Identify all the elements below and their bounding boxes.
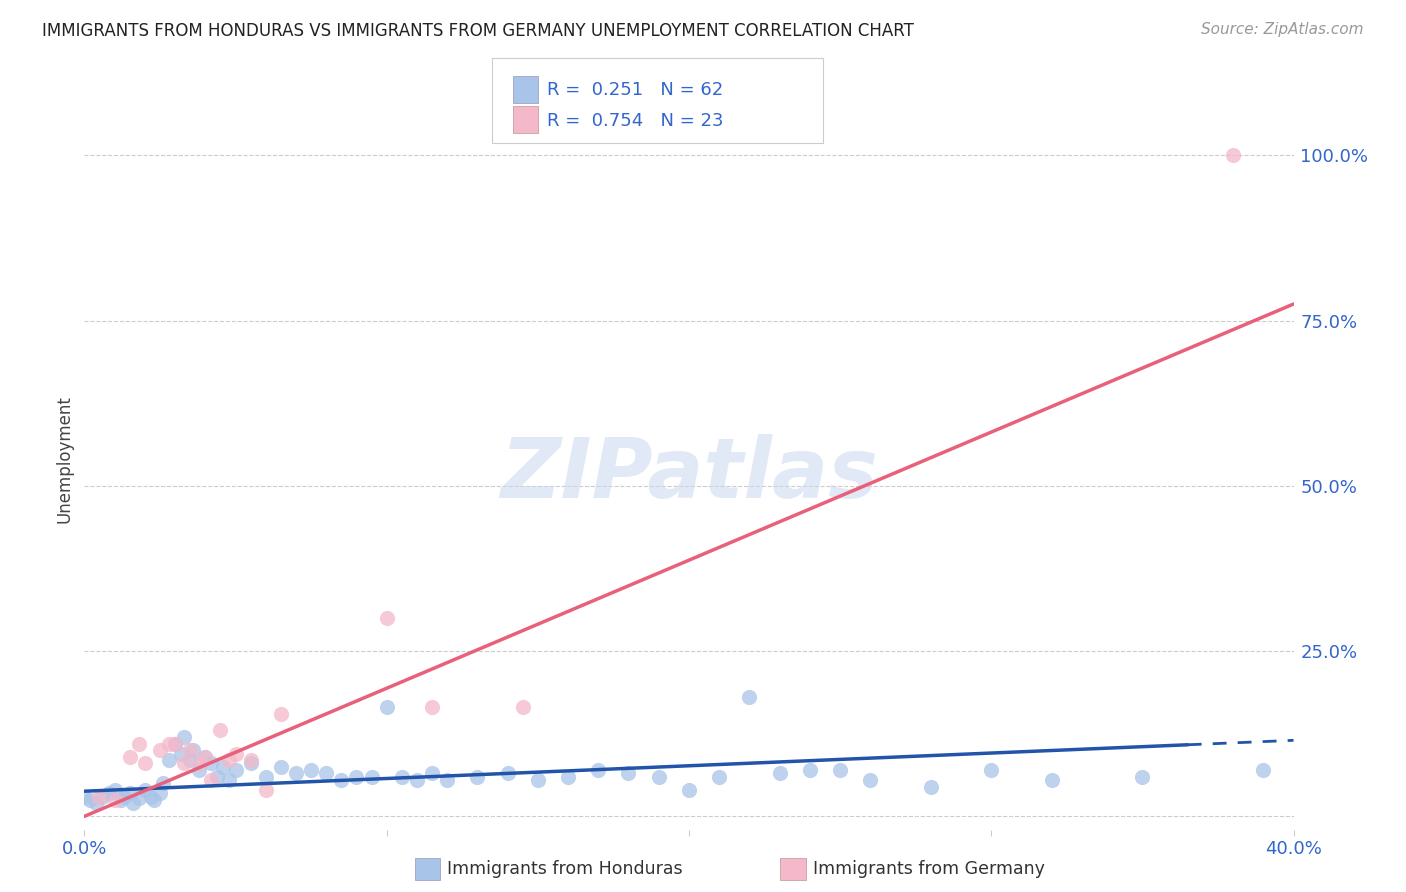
Point: [173, 756, 195, 771]
Point: [346, 770, 368, 784]
Point: [179, 743, 201, 757]
Point: [496, 766, 519, 780]
Text: R =  0.251   N = 62: R = 0.251 N = 62: [547, 81, 723, 99]
Point: [79, 793, 101, 807]
Point: [420, 700, 443, 714]
Point: [97, 786, 120, 800]
Point: [110, 793, 132, 807]
Point: [1253, 763, 1275, 777]
Point: [512, 700, 534, 714]
Point: [239, 753, 262, 767]
Point: [588, 763, 610, 777]
Point: [142, 793, 165, 807]
Point: [799, 763, 821, 777]
Point: [920, 780, 942, 794]
Point: [89, 789, 111, 804]
Text: IMMIGRANTS FROM HONDURAS VS IMMIGRANTS FROM GERMANY UNEMPLOYMENT CORRELATION CHA: IMMIGRANTS FROM HONDURAS VS IMMIGRANTS F…: [42, 22, 914, 40]
Text: Source: ZipAtlas.com: Source: ZipAtlas.com: [1201, 22, 1364, 37]
Point: [179, 753, 201, 767]
Point: [420, 766, 443, 780]
Point: [157, 737, 180, 751]
Text: Immigrants from Honduras: Immigrants from Honduras: [447, 860, 683, 878]
Point: [406, 772, 429, 787]
Text: R =  0.754   N = 23: R = 0.754 N = 23: [547, 112, 724, 129]
Point: [173, 730, 195, 744]
Point: [134, 756, 156, 771]
Text: Immigrants from Germany: Immigrants from Germany: [813, 860, 1045, 878]
Point: [1130, 770, 1153, 784]
Point: [330, 772, 353, 787]
Point: [254, 770, 277, 784]
Point: [467, 770, 489, 784]
Point: [375, 700, 398, 714]
Point: [157, 753, 180, 767]
Y-axis label: Unemployment: Unemployment: [55, 395, 73, 524]
Point: [769, 766, 792, 780]
Point: [188, 763, 211, 777]
Point: [86, 796, 108, 810]
Point: [104, 783, 127, 797]
Point: [391, 770, 413, 784]
Point: [980, 763, 1002, 777]
Point: [225, 763, 247, 777]
Point: [128, 790, 150, 805]
Point: [617, 766, 640, 780]
Point: [218, 753, 240, 767]
Point: [360, 770, 382, 784]
Point: [194, 749, 217, 764]
Point: [104, 793, 127, 807]
Point: [152, 776, 174, 790]
Point: [709, 770, 731, 784]
Point: [270, 706, 292, 721]
Point: [225, 747, 247, 761]
Point: [200, 756, 222, 771]
Point: [194, 749, 217, 764]
Point: [207, 770, 229, 784]
Text: ZIPatlas: ZIPatlas: [501, 434, 877, 515]
Point: [165, 737, 187, 751]
Point: [73, 789, 96, 804]
Point: [1222, 148, 1244, 162]
Point: [738, 690, 761, 705]
Point: [527, 772, 550, 787]
Point: [1040, 772, 1063, 787]
Point: [149, 743, 172, 757]
Point: [375, 611, 398, 625]
Point: [188, 756, 211, 771]
Point: [118, 786, 141, 800]
Point: [648, 770, 671, 784]
Point: [830, 763, 852, 777]
Point: [299, 763, 322, 777]
Point: [557, 770, 579, 784]
Point: [218, 772, 240, 787]
Point: [139, 789, 162, 804]
Point: [118, 749, 141, 764]
Point: [149, 786, 172, 800]
Point: [285, 766, 308, 780]
Point: [209, 723, 232, 738]
Point: [128, 737, 150, 751]
Point: [239, 756, 262, 771]
Point: [170, 747, 193, 761]
Point: [121, 796, 143, 810]
Point: [678, 783, 700, 797]
Point: [436, 772, 458, 787]
Point: [270, 760, 292, 774]
Point: [212, 760, 235, 774]
Point: [112, 789, 135, 804]
Point: [165, 737, 187, 751]
Point: [200, 772, 222, 787]
Point: [315, 766, 337, 780]
Point: [91, 789, 114, 804]
Point: [134, 783, 156, 797]
Point: [859, 772, 882, 787]
Point: [181, 743, 204, 757]
Point: [254, 783, 277, 797]
